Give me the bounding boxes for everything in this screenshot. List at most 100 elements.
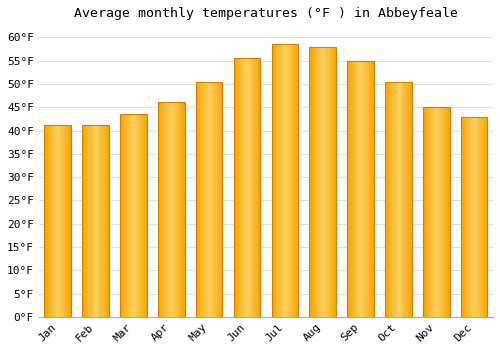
Bar	[82, 125, 83, 317]
Bar	[360, 61, 361, 317]
Bar	[438, 107, 439, 317]
Bar	[97, 125, 98, 317]
Bar	[389, 82, 390, 317]
Bar	[331, 47, 332, 317]
Bar	[200, 82, 201, 317]
Bar	[433, 107, 434, 317]
Bar	[221, 82, 222, 317]
Bar	[60, 125, 61, 317]
Bar	[52, 125, 53, 317]
Bar	[361, 61, 362, 317]
Bar	[404, 82, 405, 317]
Bar	[179, 102, 180, 317]
Bar	[45, 125, 46, 317]
Bar	[214, 82, 215, 317]
Bar	[385, 82, 411, 317]
Bar	[180, 102, 181, 317]
Bar	[207, 82, 208, 317]
Bar	[218, 82, 219, 317]
Bar	[408, 82, 409, 317]
Bar	[477, 117, 478, 317]
Bar	[178, 102, 179, 317]
Bar	[388, 82, 389, 317]
Bar	[182, 102, 183, 317]
Bar	[82, 125, 109, 317]
Bar	[468, 117, 469, 317]
Bar	[252, 58, 253, 317]
Bar	[315, 47, 316, 317]
Bar	[348, 61, 374, 317]
Bar	[411, 82, 412, 317]
Bar	[472, 117, 473, 317]
Bar	[204, 82, 205, 317]
Bar	[463, 117, 464, 317]
Bar	[318, 47, 319, 317]
Bar	[286, 44, 287, 317]
Bar	[170, 102, 171, 317]
Bar	[250, 58, 251, 317]
Bar	[448, 107, 449, 317]
Bar	[181, 102, 182, 317]
Bar	[159, 102, 160, 317]
Bar	[161, 102, 162, 317]
Bar	[171, 102, 172, 317]
Bar	[329, 47, 330, 317]
Bar	[368, 61, 369, 317]
Bar	[403, 82, 404, 317]
Bar	[48, 125, 50, 317]
Bar	[483, 117, 484, 317]
Bar	[443, 107, 444, 317]
Bar	[287, 44, 288, 317]
Bar	[177, 102, 178, 317]
Bar	[210, 82, 212, 317]
Bar	[164, 102, 165, 317]
Bar	[279, 44, 280, 317]
Bar	[158, 102, 159, 317]
Bar	[320, 47, 321, 317]
Bar	[370, 61, 371, 317]
Bar	[106, 125, 107, 317]
Bar	[466, 117, 467, 317]
Bar	[199, 82, 200, 317]
Bar	[272, 44, 273, 317]
Bar	[401, 82, 402, 317]
Bar	[101, 125, 102, 317]
Bar	[135, 114, 136, 317]
Bar	[126, 114, 127, 317]
Bar	[68, 125, 69, 317]
Bar	[103, 125, 104, 317]
Bar	[169, 102, 170, 317]
Bar	[352, 61, 353, 317]
Bar	[317, 47, 318, 317]
Bar	[212, 82, 213, 317]
Bar	[158, 102, 184, 317]
Bar	[390, 82, 391, 317]
Bar	[429, 107, 430, 317]
Bar	[371, 61, 372, 317]
Bar	[213, 82, 214, 317]
Bar	[423, 107, 424, 317]
Bar	[354, 61, 356, 317]
Bar	[58, 125, 59, 317]
Bar	[357, 61, 358, 317]
Bar	[469, 117, 470, 317]
Bar	[235, 58, 236, 317]
Bar	[144, 114, 145, 317]
Bar	[447, 107, 448, 317]
Bar	[95, 125, 96, 317]
Bar	[285, 44, 286, 317]
Bar	[335, 47, 336, 317]
Bar	[425, 107, 426, 317]
Bar	[234, 58, 260, 317]
Bar	[396, 82, 397, 317]
Bar	[445, 107, 446, 317]
Bar	[234, 58, 235, 317]
Bar	[372, 61, 373, 317]
Bar	[63, 125, 64, 317]
Bar	[66, 125, 68, 317]
Bar	[54, 125, 55, 317]
Bar	[238, 58, 239, 317]
Bar	[123, 114, 124, 317]
Bar	[256, 58, 257, 317]
Bar	[275, 44, 276, 317]
